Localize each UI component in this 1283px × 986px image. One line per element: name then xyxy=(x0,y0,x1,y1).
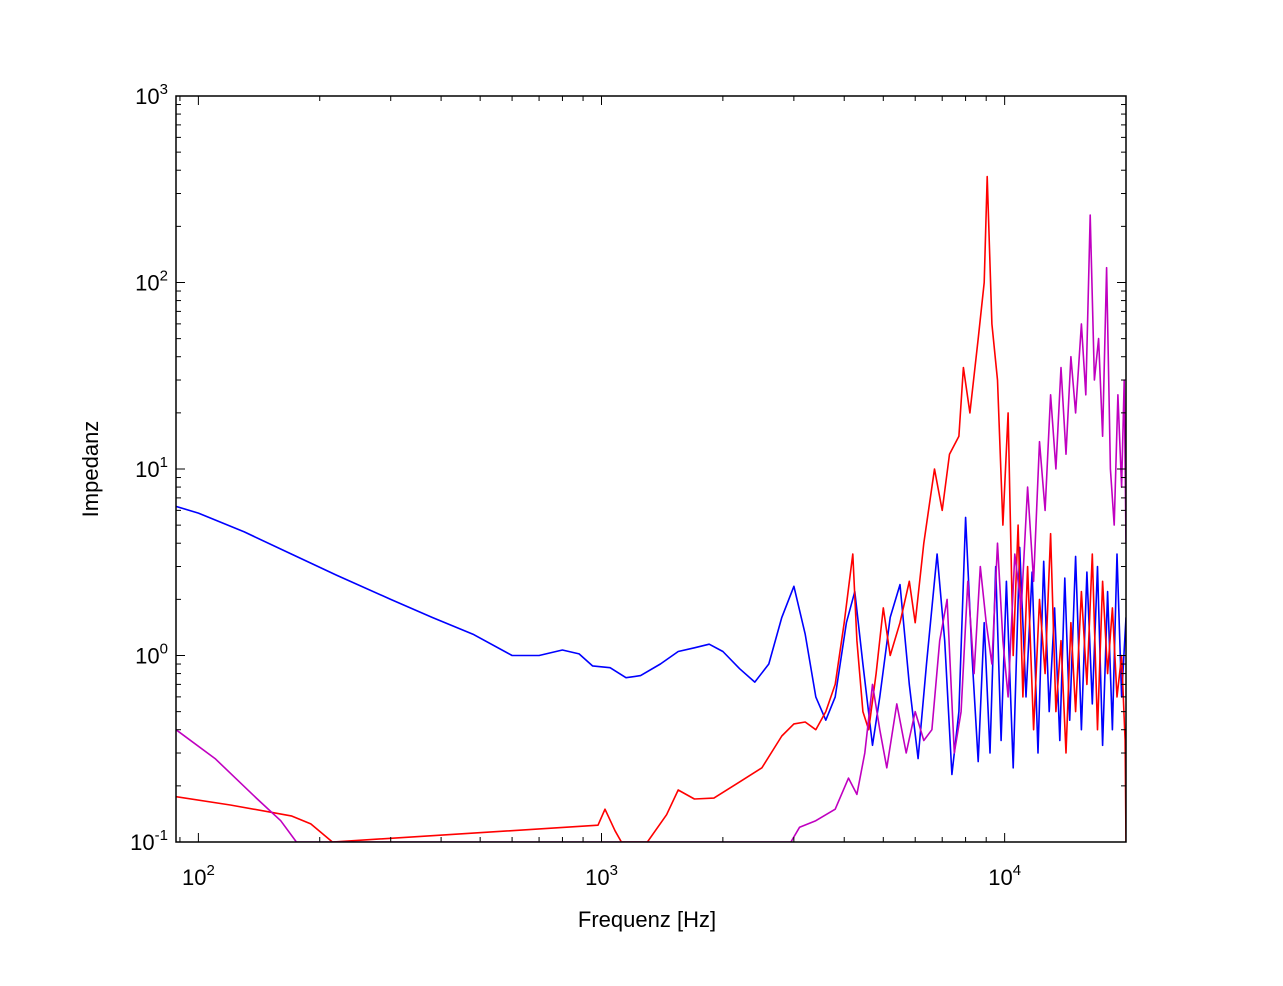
x-tick-label: 102 xyxy=(182,862,215,890)
series-line-1 xyxy=(176,505,1126,776)
y-axis-label: Impedanz xyxy=(78,421,103,518)
y-tick-label: 101 xyxy=(135,454,168,482)
y-tick-label: 102 xyxy=(135,268,168,296)
y-tick-label: 10-1 xyxy=(130,827,168,855)
axis-ticks xyxy=(176,95,1127,843)
series-layer xyxy=(176,175,1126,842)
x-tick-label: 104 xyxy=(988,862,1021,890)
plot-area-frame xyxy=(175,95,1127,843)
tick-labels: 102 103 104 10-1 100 101 102 103 xyxy=(130,81,1021,890)
series-line-3 xyxy=(176,214,1126,842)
y-tick-label: 100 xyxy=(135,641,168,669)
x-axis-label: Frequenz [Hz] xyxy=(578,907,716,932)
series-line-2 xyxy=(176,175,1126,842)
y-tick-label: 103 xyxy=(135,81,168,109)
x-tick-label: 103 xyxy=(585,862,618,890)
